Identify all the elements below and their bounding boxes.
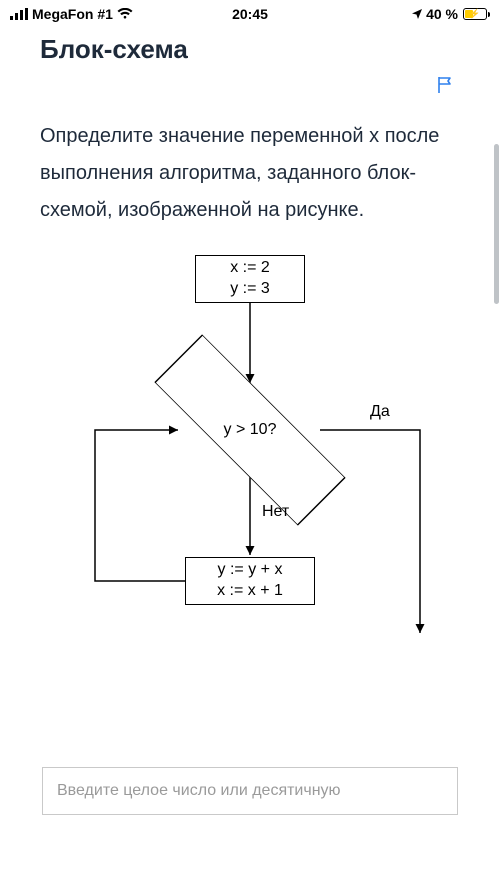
answer-placeholder: Введите целое число или десятичную bbox=[57, 782, 341, 799]
init-line2: y := 3 bbox=[230, 279, 270, 300]
body-line2: x := x + 1 bbox=[217, 581, 283, 602]
flowchart-init-box: x := 2 y := 3 bbox=[195, 255, 305, 303]
flag-row bbox=[40, 75, 460, 100]
label-yes: Да bbox=[370, 403, 390, 421]
battery-icon: ⚡ bbox=[461, 8, 490, 20]
scrollbar[interactable] bbox=[494, 144, 499, 304]
status-bar: MegaFon #1 20:45 40 % ⚡ bbox=[0, 0, 500, 28]
prompt-text: Определите значение переменной x после в… bbox=[40, 118, 460, 229]
flowchart-condition: y > 10? bbox=[180, 385, 320, 475]
answer-wrap: Введите целое число или десятичную bbox=[40, 767, 460, 815]
flag-icon[interactable] bbox=[436, 75, 456, 95]
label-no: Нет bbox=[262, 503, 289, 521]
init-line1: x := 2 bbox=[230, 258, 270, 279]
status-time: 20:45 bbox=[0, 6, 500, 22]
flowchart: x := 2 y := 3 y > 10? Да Нет y := y + x … bbox=[40, 255, 460, 675]
body-line1: y := y + x bbox=[218, 560, 283, 581]
answer-input[interactable]: Введите целое число или десятичную bbox=[42, 767, 458, 815]
page-content: Блок-схема Определите значение переменно… bbox=[0, 34, 500, 815]
flowchart-body-box: y := y + x x := x + 1 bbox=[185, 557, 315, 605]
condition-label: y > 10? bbox=[180, 385, 320, 475]
page-title: Блок-схема bbox=[40, 34, 460, 65]
